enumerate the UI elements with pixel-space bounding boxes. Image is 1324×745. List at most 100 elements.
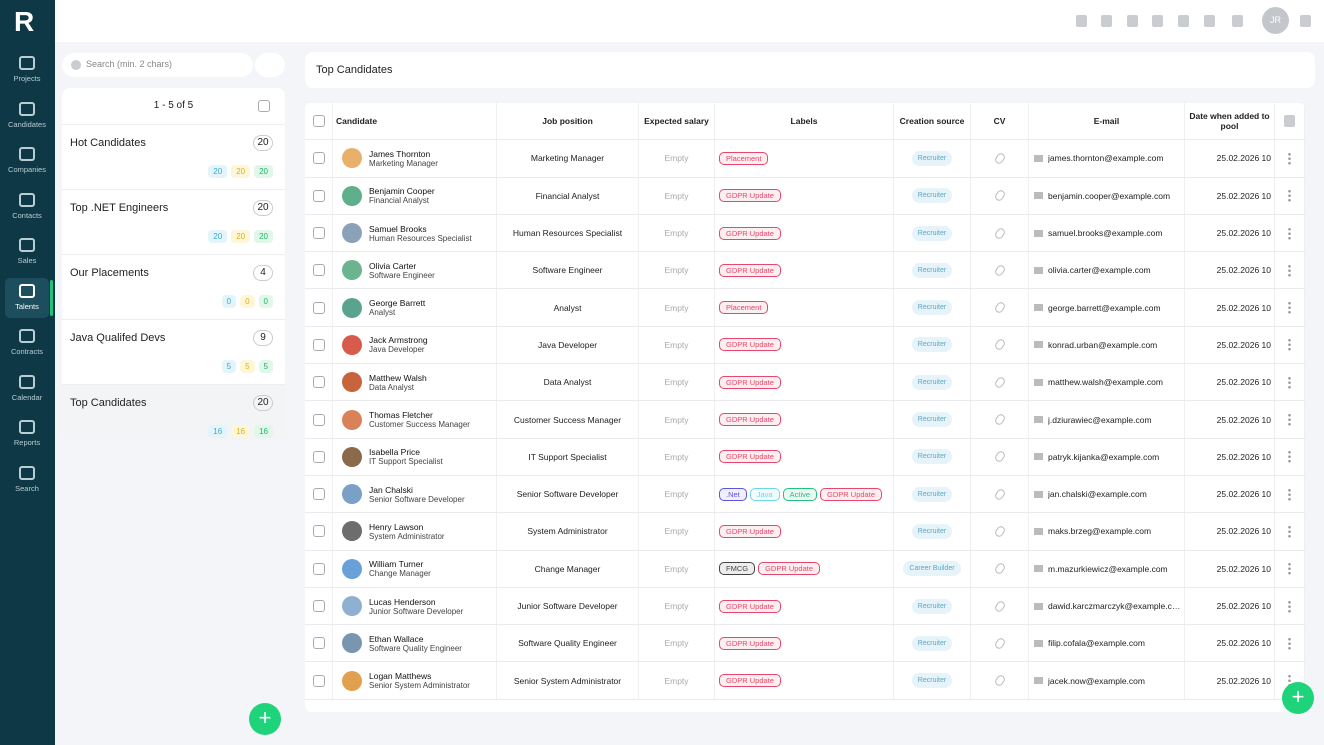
candidate-name[interactable]: Jack Armstrong <box>369 335 428 346</box>
candidate-name[interactable]: Lucas Henderson <box>369 596 436 607</box>
checkbox[interactable] <box>312 301 325 314</box>
cv-icon[interactable] <box>993 151 1006 166</box>
row-menu[interactable] <box>1288 674 1291 688</box>
toolbar-icon[interactable] <box>1204 15 1215 27</box>
email[interactable]: george.barrett@example.com <box>1048 302 1161 313</box>
email[interactable]: maks.brzeg@example.com <box>1048 526 1152 537</box>
email[interactable]: olivia.carter@example.com <box>1048 265 1151 276</box>
pool-item[interactable]: Top Candidates 20 16 16 16 <box>62 385 285 440</box>
nav-item[interactable]: Contacts <box>5 187 49 227</box>
table-row[interactable]: Matthew Walsh Data Analyst Data Analyst Emp… <box>305 364 1305 402</box>
checkbox[interactable] <box>312 338 325 351</box>
row-menu[interactable] <box>1288 450 1291 464</box>
header-cell[interactable]: Candidate <box>333 103 497 140</box>
checkbox[interactable] <box>312 562 325 575</box>
table-row[interactable]: Henry Lawson System Administrator System A… <box>305 513 1305 551</box>
candidate-name[interactable]: James Thornton <box>369 148 431 159</box>
candidate-name[interactable]: Logan Matthews <box>369 671 432 682</box>
candidate-name[interactable]: George Barrett <box>369 298 426 309</box>
email[interactable]: filip.cofala@example.com <box>1048 638 1145 649</box>
row-menu[interactable] <box>1288 301 1291 315</box>
user-avatar[interactable]: JR <box>1262 7 1289 34</box>
header-cell[interactable]: Expected salary <box>639 103 715 140</box>
table-row[interactable]: Isabella Price IT Support Specialist IT Su… <box>305 438 1305 476</box>
cv-icon[interactable] <box>993 487 1006 501</box>
select-all[interactable] <box>258 100 270 112</box>
search-input[interactable]: Search (min. 2 chars) <box>62 53 253 77</box>
email[interactable]: dawid.karczmarczyk@example.com <box>1048 601 1181 611</box>
candidate-name[interactable]: Thomas Fletcher <box>369 410 433 421</box>
row-menu[interactable] <box>1288 562 1291 576</box>
email[interactable]: konrad.urban@example.com <box>1048 339 1158 350</box>
email[interactable]: james.thornton@example.com <box>1048 153 1164 164</box>
cv-icon[interactable] <box>993 300 1006 315</box>
email[interactable]: jacek.now@example.com <box>1048 675 1145 686</box>
nav-item[interactable]: Companies <box>5 141 49 181</box>
row-menu[interactable] <box>1288 487 1291 501</box>
candidate-name[interactable]: Isabella Price <box>369 447 421 458</box>
toolbar-icon[interactable] <box>1232 15 1243 27</box>
logo[interactable]: R <box>14 6 35 37</box>
row-menu[interactable] <box>1288 338 1291 352</box>
checkbox[interactable] <box>312 376 325 389</box>
cv-icon[interactable] <box>993 226 1006 240</box>
checkbox[interactable] <box>312 115 325 128</box>
cv-icon[interactable] <box>993 188 1006 203</box>
header-cell[interactable]: Date when added to pool <box>1185 103 1275 140</box>
table-row[interactable]: Samuel Brooks Human Resources Specialist H… <box>305 214 1305 253</box>
candidate-name[interactable]: Matthew Walsh <box>369 372 427 383</box>
row-menu[interactable] <box>1288 375 1291 389</box>
table-row[interactable]: Benjamin Cooper Financial Analyst Financia… <box>305 177 1305 215</box>
candidate-name[interactable]: Olivia Carter <box>369 260 417 271</box>
table-row[interactable]: Lucas Henderson Junior Software Developer… <box>305 587 1305 626</box>
nav-item[interactable]: Contracts <box>5 323 49 363</box>
email[interactable]: matthew.walsh@example.com <box>1048 377 1163 388</box>
candidate-name[interactable]: Jan Chalski <box>369 484 413 495</box>
add-candidate[interactable]: + <box>1282 682 1314 714</box>
nav-item[interactable]: Reports <box>5 414 49 454</box>
header-cell[interactable]: Job position <box>497 103 639 140</box>
table-row[interactable]: Logan Matthews Senior System Administrato… <box>305 662 1305 700</box>
table-row[interactable]: Jack Armstrong Java Developer Java Develop… <box>305 326 1305 365</box>
header-cell[interactable]: E-mail <box>1029 103 1185 140</box>
email[interactable]: m.mazurkiewicz@example.com <box>1048 563 1168 574</box>
settings-icon[interactable] <box>1284 115 1295 128</box>
cv-icon[interactable] <box>993 338 1006 352</box>
header-cell[interactable]: CV <box>971 103 1029 140</box>
row-menu[interactable] <box>1288 151 1291 165</box>
cv-icon[interactable] <box>993 263 1006 278</box>
toolbar-icon[interactable] <box>1152 15 1163 27</box>
toolbar-icon[interactable] <box>1101 15 1112 27</box>
cv-icon[interactable] <box>993 673 1006 688</box>
nav-item[interactable]: Calendar <box>5 369 49 409</box>
checkbox[interactable] <box>312 189 325 202</box>
row-menu[interactable] <box>1288 263 1291 277</box>
checkbox[interactable] <box>312 488 325 501</box>
add-pool[interactable]: + <box>249 703 281 735</box>
checkbox[interactable] <box>312 600 325 612</box>
checkbox[interactable] <box>312 152 325 165</box>
row-menu[interactable] <box>1288 226 1291 240</box>
candidate-name[interactable]: Samuel Brooks <box>369 223 427 234</box>
checkbox[interactable] <box>312 637 325 650</box>
toolbar-icon[interactable] <box>1076 15 1087 27</box>
pool-item[interactable]: Top .NET Engineers 20 20 20 20 <box>62 190 285 255</box>
toolbar-icon[interactable] <box>1178 15 1189 27</box>
table-row[interactable]: Thomas Fletcher Customer Success Manager C… <box>305 401 1305 439</box>
candidate-name[interactable]: Benjamin Cooper <box>369 186 435 197</box>
row-menu[interactable] <box>1288 413 1291 427</box>
checkbox[interactable] <box>312 413 325 426</box>
email[interactable]: j.dziurawiec@example.com <box>1048 414 1152 425</box>
checkbox[interactable] <box>312 674 325 687</box>
cv-icon[interactable] <box>993 524 1006 539</box>
cv-icon[interactable] <box>993 450 1006 464</box>
cv-icon[interactable] <box>993 599 1006 613</box>
header-cell[interactable]: Creation source <box>894 103 971 140</box>
pool-item[interactable]: Java Qualifed Devs 9 5 5 5 <box>62 320 285 385</box>
table-row[interactable]: Jan Chalski Senior Software Developer Seni… <box>305 475 1305 514</box>
row-menu[interactable] <box>1288 636 1291 650</box>
pool-item[interactable]: Our Placements 4 0 0 0 <box>62 255 285 320</box>
header-cell[interactable]: Labels <box>715 103 894 140</box>
cv-icon[interactable] <box>993 412 1006 427</box>
checkbox[interactable] <box>312 227 325 240</box>
